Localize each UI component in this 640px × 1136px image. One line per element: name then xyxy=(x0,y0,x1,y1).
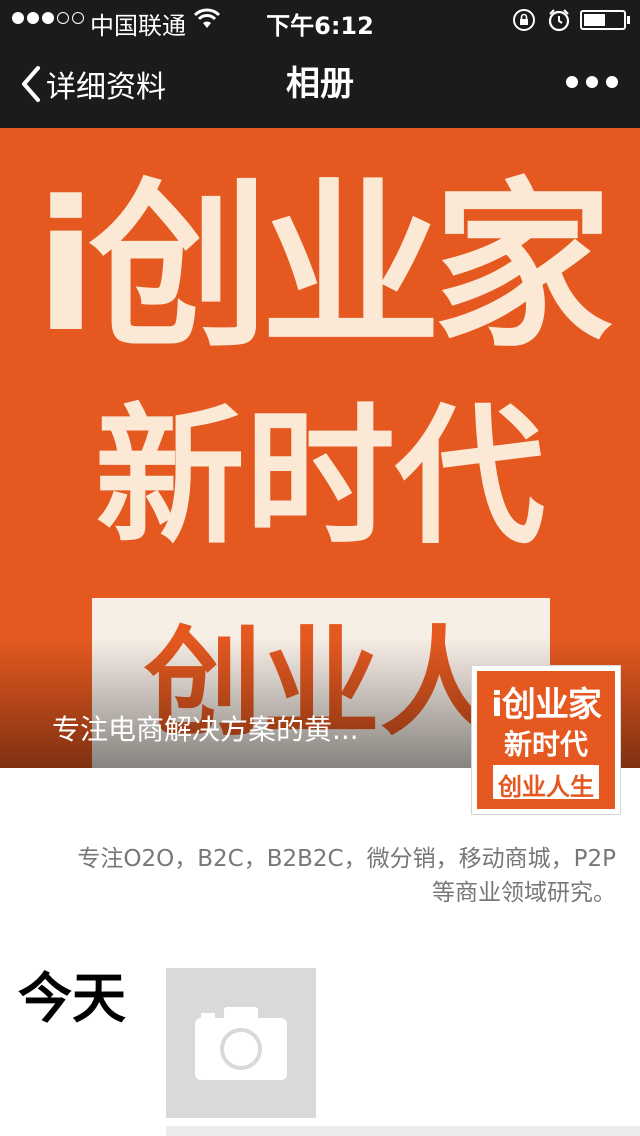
avatar-logo: i创业家 新时代 创业人生 xyxy=(477,671,615,809)
status-bar: 中国联通 下午6:12 xyxy=(0,0,640,40)
battery-icon xyxy=(580,10,626,30)
avatar-logo-line2: 新时代 xyxy=(503,728,588,761)
alarm-icon xyxy=(548,9,570,32)
more-button[interactable] xyxy=(566,76,618,88)
status-time: 下午6:12 xyxy=(266,12,374,40)
post-photo-button[interactable] xyxy=(166,968,316,1118)
ellipsis-icon xyxy=(566,76,578,88)
avatar[interactable]: i创业家 新时代 创业人生 xyxy=(471,665,621,815)
cover-tagline: 创业人生 xyxy=(92,608,550,768)
carrier-name: 中国联通 xyxy=(90,12,186,40)
profile-signature: 专注O2O，B2C，B2B2C，微分销，移动商城，P2P等商业领域研究。 xyxy=(77,846,616,906)
navigation-bar: 详细资料 相册 xyxy=(0,40,640,128)
back-button[interactable]: 详细资料 xyxy=(18,40,166,128)
chevron-left-icon xyxy=(22,66,40,102)
avatar-logo-line3: 创业人生 xyxy=(498,773,594,801)
cover-title-line: i创业家 xyxy=(35,163,613,372)
battery-tip xyxy=(627,16,630,24)
next-timeline-item xyxy=(166,1126,640,1136)
avatar-logo-box: 创业人生 xyxy=(493,765,599,801)
back-label: 详细资料 xyxy=(46,70,166,105)
cover-subtitle-line: 新时代 xyxy=(94,391,545,565)
rotation-lock-icon xyxy=(513,9,535,31)
avatar-logo-line1: i创业家 xyxy=(491,685,602,725)
wifi-icon xyxy=(194,8,220,28)
profile-name: 专注电商解决方案的黄... xyxy=(52,713,359,746)
signal-strength-icon xyxy=(12,12,84,24)
timeline-day-label: 今天 xyxy=(18,967,126,1030)
album-cover-image[interactable]: i创业家 新时代 创业人生 xyxy=(0,128,640,768)
